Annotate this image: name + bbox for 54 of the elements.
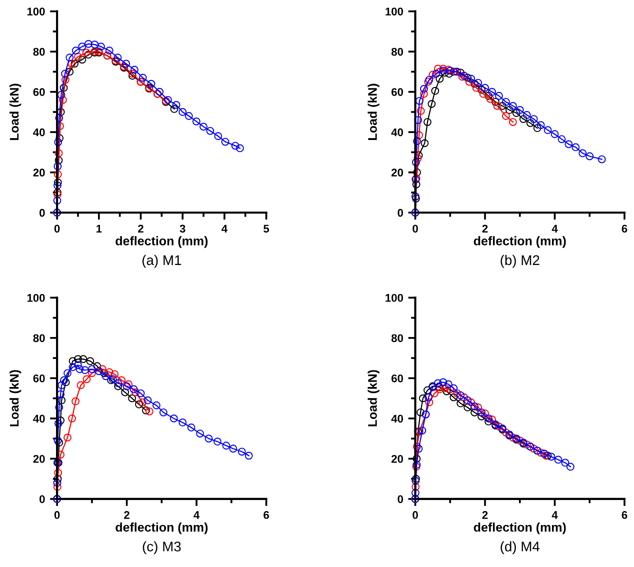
x-tick-label: 4 (552, 511, 558, 519)
x-tick-label: 0 (412, 224, 418, 233)
x-axis-title: deflection (mm) (116, 236, 208, 248)
x-tick-label: 4 (222, 224, 228, 232)
x-tick-label: 2 (124, 511, 130, 519)
x-tick-label: 0 (54, 511, 60, 519)
x-tick-label: 3 (180, 224, 186, 233)
y-tick-label: 80 (33, 48, 45, 56)
y-tick-label: 0 (40, 208, 45, 217)
y-tick-label: 80 (33, 334, 45, 342)
y-axis-title: Load (kN) (10, 84, 22, 140)
x-tick-label: 2 (482, 511, 488, 519)
y-axis-title: Load (kN) (368, 84, 380, 140)
x-axis-title: deflection (mm) (116, 522, 208, 534)
x-tick-label: 4 (552, 224, 558, 232)
y-tick-label: 100 (27, 8, 45, 16)
text: (a) M1 (142, 254, 182, 268)
x-axis-title: deflection (mm) (474, 522, 566, 534)
text: (c) M3 (142, 541, 181, 554)
y-tick-label: 80 (391, 48, 404, 56)
x-tick-label: 2 (138, 224, 144, 232)
x-tick-label: 6 (622, 224, 628, 233)
text: (b) M2 (500, 254, 540, 268)
x-tick-label: 6 (264, 511, 269, 519)
y-tick-label: 100 (386, 294, 404, 302)
y-tick-label: 40 (33, 128, 45, 136)
y-tick-label: 20 (391, 454, 404, 463)
x-tick-label: 1 (96, 224, 102, 232)
y-tick-label: 60 (392, 374, 404, 382)
y-tick-label: 0 (398, 495, 404, 504)
y-tick-label: 40 (33, 414, 45, 423)
y-tick-label: 60 (33, 88, 45, 96)
y-axis-title: Load (kN) (368, 370, 380, 426)
y-tick-label: 20 (391, 168, 404, 177)
x-tick-label: 0 (54, 224, 60, 233)
y-tick-label: 0 (398, 208, 404, 217)
y-tick-label: 20 (33, 454, 45, 463)
y-tick-label: 0 (40, 495, 45, 504)
y-tick-label: 80 (391, 334, 404, 342)
x-tick-label: 2 (482, 224, 488, 232)
x-tick-label: 6 (622, 511, 628, 519)
text: (d) M4 (500, 541, 540, 554)
y-tick-label: 60 (33, 374, 45, 382)
x-tick-label: 0 (412, 511, 418, 519)
y-tick-label: 20 (33, 168, 45, 177)
y-tick-label: 100 (27, 294, 45, 302)
x-tick-label: 4 (194, 511, 200, 519)
x-axis-title: deflection (mm) (474, 236, 566, 248)
y-tick-label: 100 (386, 8, 404, 16)
y-tick-label: 40 (391, 128, 404, 136)
y-tick-label: 40 (391, 414, 404, 423)
y-tick-label: 60 (392, 88, 404, 96)
x-tick-label: 5 (264, 224, 270, 233)
y-axis-title: Load (kN) (10, 370, 22, 426)
